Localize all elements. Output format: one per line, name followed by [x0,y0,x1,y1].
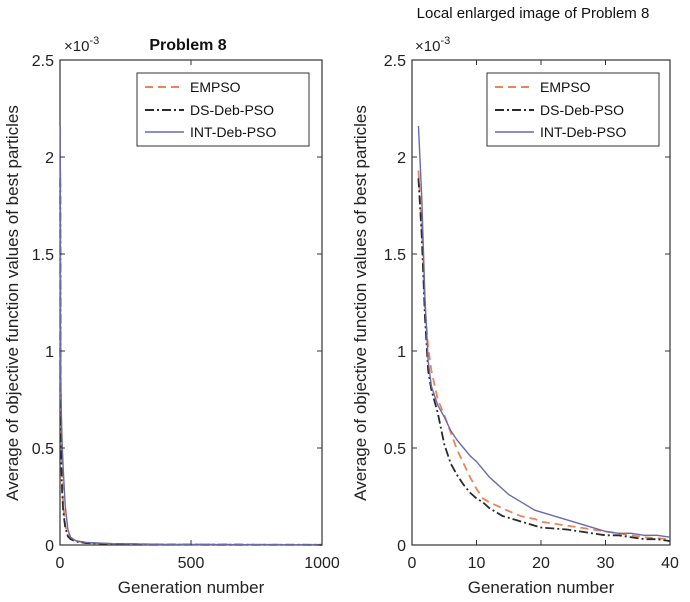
right-series-int-deb-pso [417,125,671,538]
right-ytick-label: 0 [397,538,406,555]
right-ytick-label: 0.5 [384,441,406,458]
right-legend-label-empso: EMPSO [540,79,591,95]
right-xtick-label: 30 [597,555,615,572]
right-xtick-label: 20 [532,555,550,572]
left-curves [59,125,323,546]
left-ytick-label: 2.5 [32,53,54,70]
left-xtick-label: 500 [178,555,205,572]
right-legend: EMPSO DS-Deb-PSO INT-Deb-PSO [486,72,660,147]
left-x-axis-label: Generation number [118,578,265,597]
left-ytick-label: 1 [45,344,54,361]
right-series-ds-deb-pso [417,178,671,543]
left-ytick-label: 0 [45,538,54,555]
left-yticks: 0 0.5 1 1.5 2 2.5 [32,53,322,555]
right-chart-title: Local enlarged image of Problem 8 [417,5,650,22]
right-y-multiplier: ×10-3 [415,35,450,55]
left-y-multiplier: ×10-3 [64,35,99,55]
right-legend-label-ds-deb-pso: DS-Deb-PSO [540,102,624,118]
left-panel: 0 0.5 1 1.5 2 2.5 0 500 1000 ×10-3 Problem 8 Ge… [3,35,340,597]
right-xtick-label: 10 [468,555,486,572]
right-ytick-label: 1.5 [384,247,406,264]
left-ytick-label: 1.5 [32,247,54,264]
right-ytick-label: 1 [397,344,406,361]
right-legend-label-int-deb-pso: INT-Deb-PSO [540,124,626,140]
right-xticks: 0 10 20 30 40 [408,60,679,572]
right-x-axis-label: Generation number [468,578,615,597]
right-yticks: 0 0.5 1 1.5 2 2.5 [384,53,670,555]
right-curves [417,125,671,543]
left-legend-label-empso: EMPSO [190,79,241,95]
left-ytick-label: 2 [45,150,54,167]
right-y-axis-label: Average of objective function values of … [351,105,370,501]
left-xtick-label: 0 [56,555,65,572]
left-y-axis-label: Average of objective function values of … [3,105,22,501]
left-ytick-label: 0.5 [32,441,54,458]
left-legend: EMPSO DS-Deb-PSO INT-Deb-PSO [136,72,310,147]
right-series-empso [417,170,671,541]
left-chart-title: Problem 8 [149,37,226,54]
left-series-int-deb-pso [59,125,323,546]
right-ytick-label: 2 [397,150,406,167]
right-xtick-label: 40 [661,555,679,572]
left-legend-label-ds-deb-pso: DS-Deb-PSO [190,102,274,118]
right-panel: 0 0.5 1 1.5 2 2.5 0 10 20 30 40 ×10-3 Local enlar… [351,5,679,597]
right-ytick-label: 2.5 [384,53,406,70]
left-legend-label-int-deb-pso: INT-Deb-PSO [190,124,276,140]
right-xtick-label: 0 [408,555,417,572]
left-xtick-label: 1000 [304,555,340,572]
left-xticks: 0 500 1000 [56,60,340,572]
